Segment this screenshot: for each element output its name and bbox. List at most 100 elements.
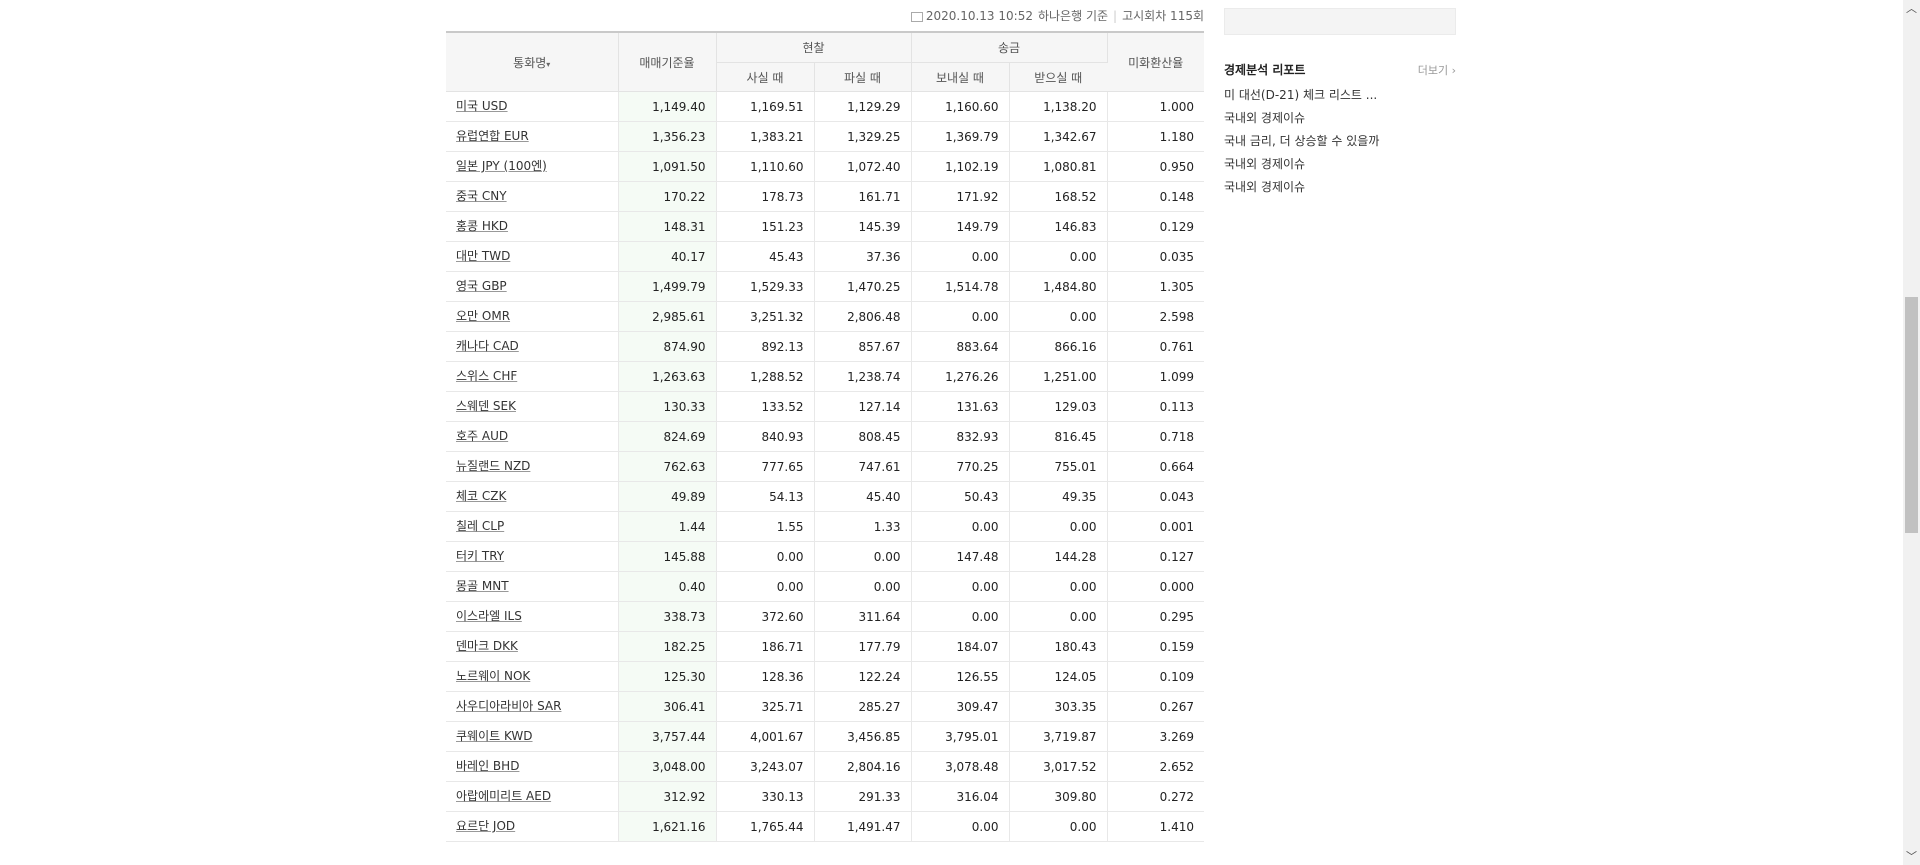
send-cell: 126.55 xyxy=(911,661,1010,692)
report-header: 경제분석 리포트 더보기 › xyxy=(1224,61,1456,78)
currency-link[interactable]: 중국 CNY xyxy=(456,189,507,203)
cash-sell-cell: 0.00 xyxy=(814,571,912,602)
currency-cell: 홍콩 HKD xyxy=(446,211,619,242)
send-cell: 0.00 xyxy=(911,571,1010,602)
cash-sell-cell: 1,129.29 xyxy=(814,91,912,122)
currency-link[interactable]: 바레인 BHD xyxy=(456,759,520,773)
base-cell: 49.89 xyxy=(618,481,717,512)
table-row: 노르웨이 NOK 125.30 128.36 122.24 126.55 124.05 0.… xyxy=(446,661,1204,692)
ratio-cell: 2.652 xyxy=(1107,751,1204,782)
currency-link[interactable]: 일본 JPY (100엔) xyxy=(456,159,547,173)
table-row: 호주 AUD 824.69 840.93 808.45 832.93 816.45 0.71… xyxy=(446,421,1204,452)
cash-buy-cell: 133.52 xyxy=(716,391,815,422)
cash-sell-cell: 127.14 xyxy=(814,391,912,422)
report-section-title: 경제분석 리포트 xyxy=(1224,63,1306,77)
currency-cell: 쿠웨이트 KWD xyxy=(446,721,619,752)
table-row: 이스라엘 ILS 338.73 372.60 311.64 0.00 0.00 0.295 xyxy=(446,601,1204,632)
base-cell: 1,263.63 xyxy=(618,361,717,392)
receive-cell: 755.01 xyxy=(1009,451,1108,482)
chevron-down-icon[interactable]: ﹀ xyxy=(1906,850,1917,863)
currency-cell: 캐나다 CAD xyxy=(446,331,619,362)
table-row: 덴마크 DKK 182.25 186.71 177.79 184.07 180.43 0.1… xyxy=(446,631,1204,662)
cash-sell-cell: 291.33 xyxy=(814,781,912,812)
currency-cell: 스웨덴 SEK xyxy=(446,391,619,422)
cash-buy-cell: 4,001.67 xyxy=(716,721,815,752)
currency-link[interactable]: 노르웨이 NOK xyxy=(456,669,531,683)
currency-link[interactable]: 체코 CZK xyxy=(456,489,507,503)
base-cell: 0.40 xyxy=(618,571,717,602)
header-currency[interactable]: 통화명▾ xyxy=(446,31,619,92)
more-link[interactable]: 더보기 › xyxy=(1417,63,1456,77)
base-cell: 306.41 xyxy=(618,691,717,722)
ratio-cell: 0.109 xyxy=(1107,661,1204,692)
report-item[interactable]: 국내 금리, 더 상승할 수 있을까 xyxy=(1224,134,1380,148)
currency-link[interactable]: 유럽연합 EUR xyxy=(456,129,529,143)
receive-cell: 168.52 xyxy=(1009,181,1108,212)
cash-sell-cell: 2,804.16 xyxy=(814,751,912,782)
cash-buy-cell: 128.36 xyxy=(716,661,815,692)
sidebar-search-box[interactable] xyxy=(1224,8,1456,35)
scrollbar-thumb[interactable] xyxy=(1905,296,1918,533)
chevron-up-icon[interactable]: ︿ xyxy=(1906,2,1917,15)
currency-link[interactable]: 아랍에미리트 AED xyxy=(456,789,552,803)
currency-cell: 일본 JPY (100엔) xyxy=(446,151,619,182)
currency-link[interactable]: 칠레 CLP xyxy=(456,519,505,533)
currency-cell: 중국 CNY xyxy=(446,181,619,212)
currency-link[interactable]: 오만 OMR xyxy=(456,309,511,323)
rate-info-line: 2020.10.13 10:52 하나은행 기준 | 고시회차 115회 xyxy=(446,0,1204,31)
report-item[interactable]: 국내외 경제이슈 xyxy=(1224,111,1306,125)
rate-table-body: 미국 USD 1,149.40 1,169.51 1,129.29 1,160.60 1,… xyxy=(446,91,1204,842)
currency-link[interactable]: 대만 TWD xyxy=(456,249,511,263)
currency-link[interactable]: 캐나다 CAD xyxy=(456,339,519,353)
currency-link[interactable]: 스웨덴 SEK xyxy=(456,399,517,413)
receive-cell: 1,484.80 xyxy=(1009,271,1108,302)
base-cell: 170.22 xyxy=(618,181,717,212)
table-row: 바레인 BHD 3,048.00 3,243.07 2,804.16 3,078.48 3… xyxy=(446,751,1204,782)
page-scrollbar[interactable]: ︿ ﹀ xyxy=(1903,0,1920,865)
table-row: 유럽연합 EUR 1,356.23 1,383.21 1,329.25 1,369.79… xyxy=(446,121,1204,152)
receive-cell: 0.00 xyxy=(1009,811,1108,842)
cash-buy-cell: 330.13 xyxy=(716,781,815,812)
currency-link[interactable]: 호주 AUD xyxy=(456,429,509,443)
currency-link[interactable]: 몽골 MNT xyxy=(456,579,509,593)
base-cell: 3,048.00 xyxy=(618,751,717,782)
ratio-cell: 1.305 xyxy=(1107,271,1204,302)
cash-sell-cell: 1,238.74 xyxy=(814,361,912,392)
report-item[interactable]: 국내외 경제이슈 xyxy=(1224,180,1306,194)
currency-link[interactable]: 영국 GBP xyxy=(456,279,507,293)
send-cell: 1,102.19 xyxy=(911,151,1010,182)
send-cell: 149.79 xyxy=(911,211,1010,242)
currency-link[interactable]: 쿠웨이트 KWD xyxy=(456,729,533,743)
report-item[interactable]: 미 대선(D-21) 체크 리스트 ... xyxy=(1224,88,1378,102)
send-cell: 1,514.78 xyxy=(911,271,1010,302)
ratio-cell: 0.000 xyxy=(1107,571,1204,602)
cash-buy-cell: 1,529.33 xyxy=(716,271,815,302)
currency-link[interactable]: 스위스 CHF xyxy=(456,369,518,383)
cash-sell-cell: 45.40 xyxy=(814,481,912,512)
currency-link[interactable]: 홍콩 HKD xyxy=(456,219,509,233)
ratio-cell: 0.718 xyxy=(1107,421,1204,452)
currency-link[interactable]: 덴마크 DKK xyxy=(456,639,518,653)
receive-cell: 1,342.67 xyxy=(1009,121,1108,152)
report-item[interactable]: 국내외 경제이슈 xyxy=(1224,157,1306,171)
cash-sell-cell: 2,806.48 xyxy=(814,301,912,332)
ratio-cell: 3.269 xyxy=(1107,721,1204,752)
currency-link[interactable]: 이스라엘 ILS xyxy=(456,609,522,623)
currency-link[interactable]: 터키 TRY xyxy=(456,549,505,563)
currency-link[interactable]: 미국 USD xyxy=(456,99,508,113)
header-base-rate: 매매기준율 xyxy=(618,31,717,92)
send-cell: 0.00 xyxy=(911,301,1010,332)
cash-buy-cell: 892.13 xyxy=(716,331,815,362)
receive-cell: 0.00 xyxy=(1009,601,1108,632)
sort-arrow-icon[interactable]: ▾ xyxy=(546,59,551,69)
send-cell: 50.43 xyxy=(911,481,1010,512)
cash-sell-cell: 1.33 xyxy=(814,511,912,542)
cash-sell-cell: 311.64 xyxy=(814,601,912,632)
ratio-cell: 0.267 xyxy=(1107,691,1204,722)
currency-link[interactable]: 사우디아라비아 SAR xyxy=(456,699,562,713)
send-cell: 309.47 xyxy=(911,691,1010,722)
send-cell: 832.93 xyxy=(911,421,1010,452)
currency-link[interactable]: 뉴질랜드 NZD xyxy=(456,459,531,473)
currency-link[interactable]: 요르단 JOD xyxy=(456,819,516,833)
send-cell: 316.04 xyxy=(911,781,1010,812)
